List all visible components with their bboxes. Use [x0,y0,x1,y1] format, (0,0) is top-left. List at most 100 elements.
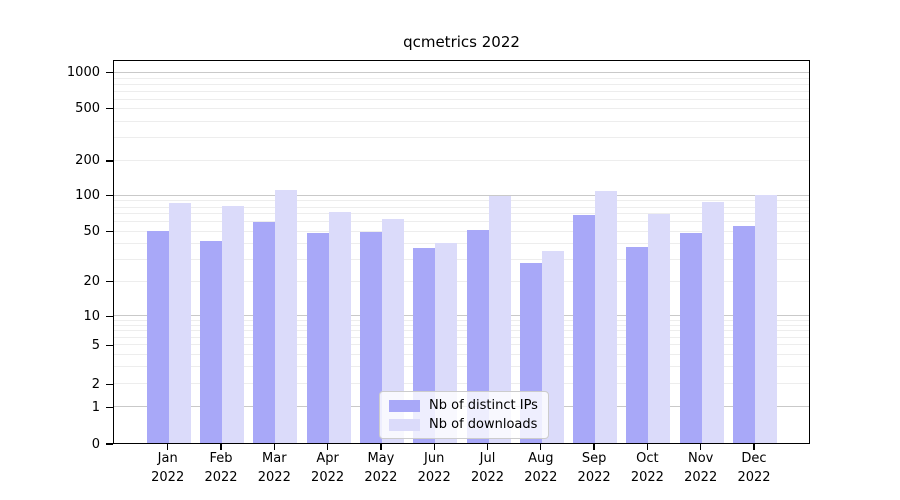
gridline-40 [114,242,809,244]
y-tick-mark-2 [106,383,113,385]
gridline-200 [114,160,809,162]
legend-swatch-downloads [389,418,420,431]
bar-downloads-apr [328,211,351,443]
y-tick-label-500: 500 [75,100,100,116]
bar-downloads-jan [168,203,191,443]
gridline-400 [114,120,809,122]
gridline-300 [114,137,809,139]
x-tick-label-apr: Apr 2022 [311,451,345,485]
gridline-5 [114,344,809,346]
bar-distinct-ips-jul [466,229,489,443]
y-tick-mark-10 [106,316,113,318]
y-tick-label-1000: 1000 [66,64,100,80]
x-tick-mark-jul [486,444,489,450]
y-tick-mark-1000 [106,71,113,73]
y-tick-mark-100 [106,195,113,197]
y-tick-label-10: 10 [83,309,100,325]
legend-item-distinct-ips: Nb of distinct IPs [389,398,538,413]
bar-downloads-dec [755,194,777,443]
x-tick-mark-mar [273,444,275,450]
y-tick-mark-0 [106,443,113,445]
gridline-800 [114,83,809,85]
y-tick-mark-50 [106,230,113,233]
gridline-30 [114,258,809,260]
y-tick-label-100: 100 [75,188,100,204]
x-tick-mark-may [380,444,382,450]
legend: Nb of distinct IPs Nb of downloads [379,391,549,439]
x-tick-label-nov: Nov 2022 [684,451,718,485]
x-tick-label-jan: Jan 2022 [151,451,185,485]
gridline-10 [114,315,809,317]
x-tick-label-sep: Sep 2022 [577,451,611,485]
x-tick-label-dec: Dec 2022 [737,451,771,485]
bar-downloads-may [381,219,404,443]
gridline-80 [114,206,809,208]
bar-distinct-ips-mar [253,222,276,443]
plot-area: Nb of distinct IPs Nb of downloads [113,60,810,444]
y-tick-label-2: 2 [91,376,100,392]
gridline-4 [114,353,809,355]
bar-distinct-ips-dec [733,225,755,443]
gridline-6 [114,336,809,338]
bar-distinct-ips-may [359,231,382,443]
legend-label-downloads: Nb of downloads [429,417,538,432]
y-tick-label-5: 5 [91,338,100,354]
gridline-500 [114,108,809,110]
y-tick-mark-5 [106,344,113,347]
x-tick-label-feb: Feb 2022 [204,451,238,485]
y-tick-label-50: 50 [83,224,100,240]
y-tick-label-200: 200 [75,153,100,169]
x-tick-label-oct: Oct 2022 [630,451,664,485]
x-tick-label-jun: Jun 2022 [417,451,451,485]
gridline-70 [114,213,809,215]
gridline-60 [114,221,809,223]
bar-downloads-feb [222,205,244,443]
bar-distinct-ips-apr [306,232,329,443]
x-tick-label-mar: Mar 2022 [257,451,291,485]
x-tick-mark-aug [540,444,542,450]
gridline-3 [114,365,809,367]
gridline-900 [114,77,809,79]
gridline-8 [114,324,809,326]
y-tick-label-1: 1 [91,400,100,416]
x-tick-mark-nov [700,444,702,450]
gridline-1000 [114,72,809,74]
gridline-100 [114,195,809,196]
gridline-90 [114,200,809,202]
y-tick-mark-200 [106,160,113,162]
gridline-7 [114,330,809,332]
x-tick-label-aug: Aug 2022 [524,451,558,485]
bar-distinct-ips-jan [146,230,169,443]
x-tick-mark-oct [646,444,649,450]
gridline-2 [114,382,809,384]
gridline-700 [114,90,809,92]
x-tick-mark-jun [433,444,435,450]
y-tick-mark-1 [106,407,113,409]
bar-downloads-nov [701,202,724,443]
x-tick-mark-feb [220,444,222,450]
y-tick-mark-20 [106,280,113,283]
x-tick-mark-sep [593,444,595,450]
bar-downloads-jul [488,196,511,443]
gridline-9 [114,319,809,321]
bar-distinct-ips-oct [626,246,649,443]
chart-title: qcmetrics 2022 [403,33,520,51]
legend-swatch-distinct-ips [389,399,420,412]
y-tick-label-20: 20 [83,274,100,290]
bar-distinct-ips-feb [200,241,222,443]
bar-downloads-sep [595,191,618,443]
gridline-600 [114,98,809,100]
bar-downloads-oct [648,214,671,443]
legend-label-distinct-ips: Nb of distinct IPs [429,398,538,413]
y-tick-mark-500 [106,107,113,109]
bar-distinct-ips-nov [679,232,702,443]
legend-item-downloads: Nb of downloads [389,417,538,432]
x-tick-mark-dec [753,444,755,450]
gridline-50 [114,230,809,232]
y-tick-label-0: 0 [91,436,100,452]
x-tick-mark-apr [326,444,329,450]
bar-distinct-ips-sep [573,215,596,443]
x-tick-label-may: May 2022 [364,451,398,485]
bar-downloads-mar [275,190,298,443]
